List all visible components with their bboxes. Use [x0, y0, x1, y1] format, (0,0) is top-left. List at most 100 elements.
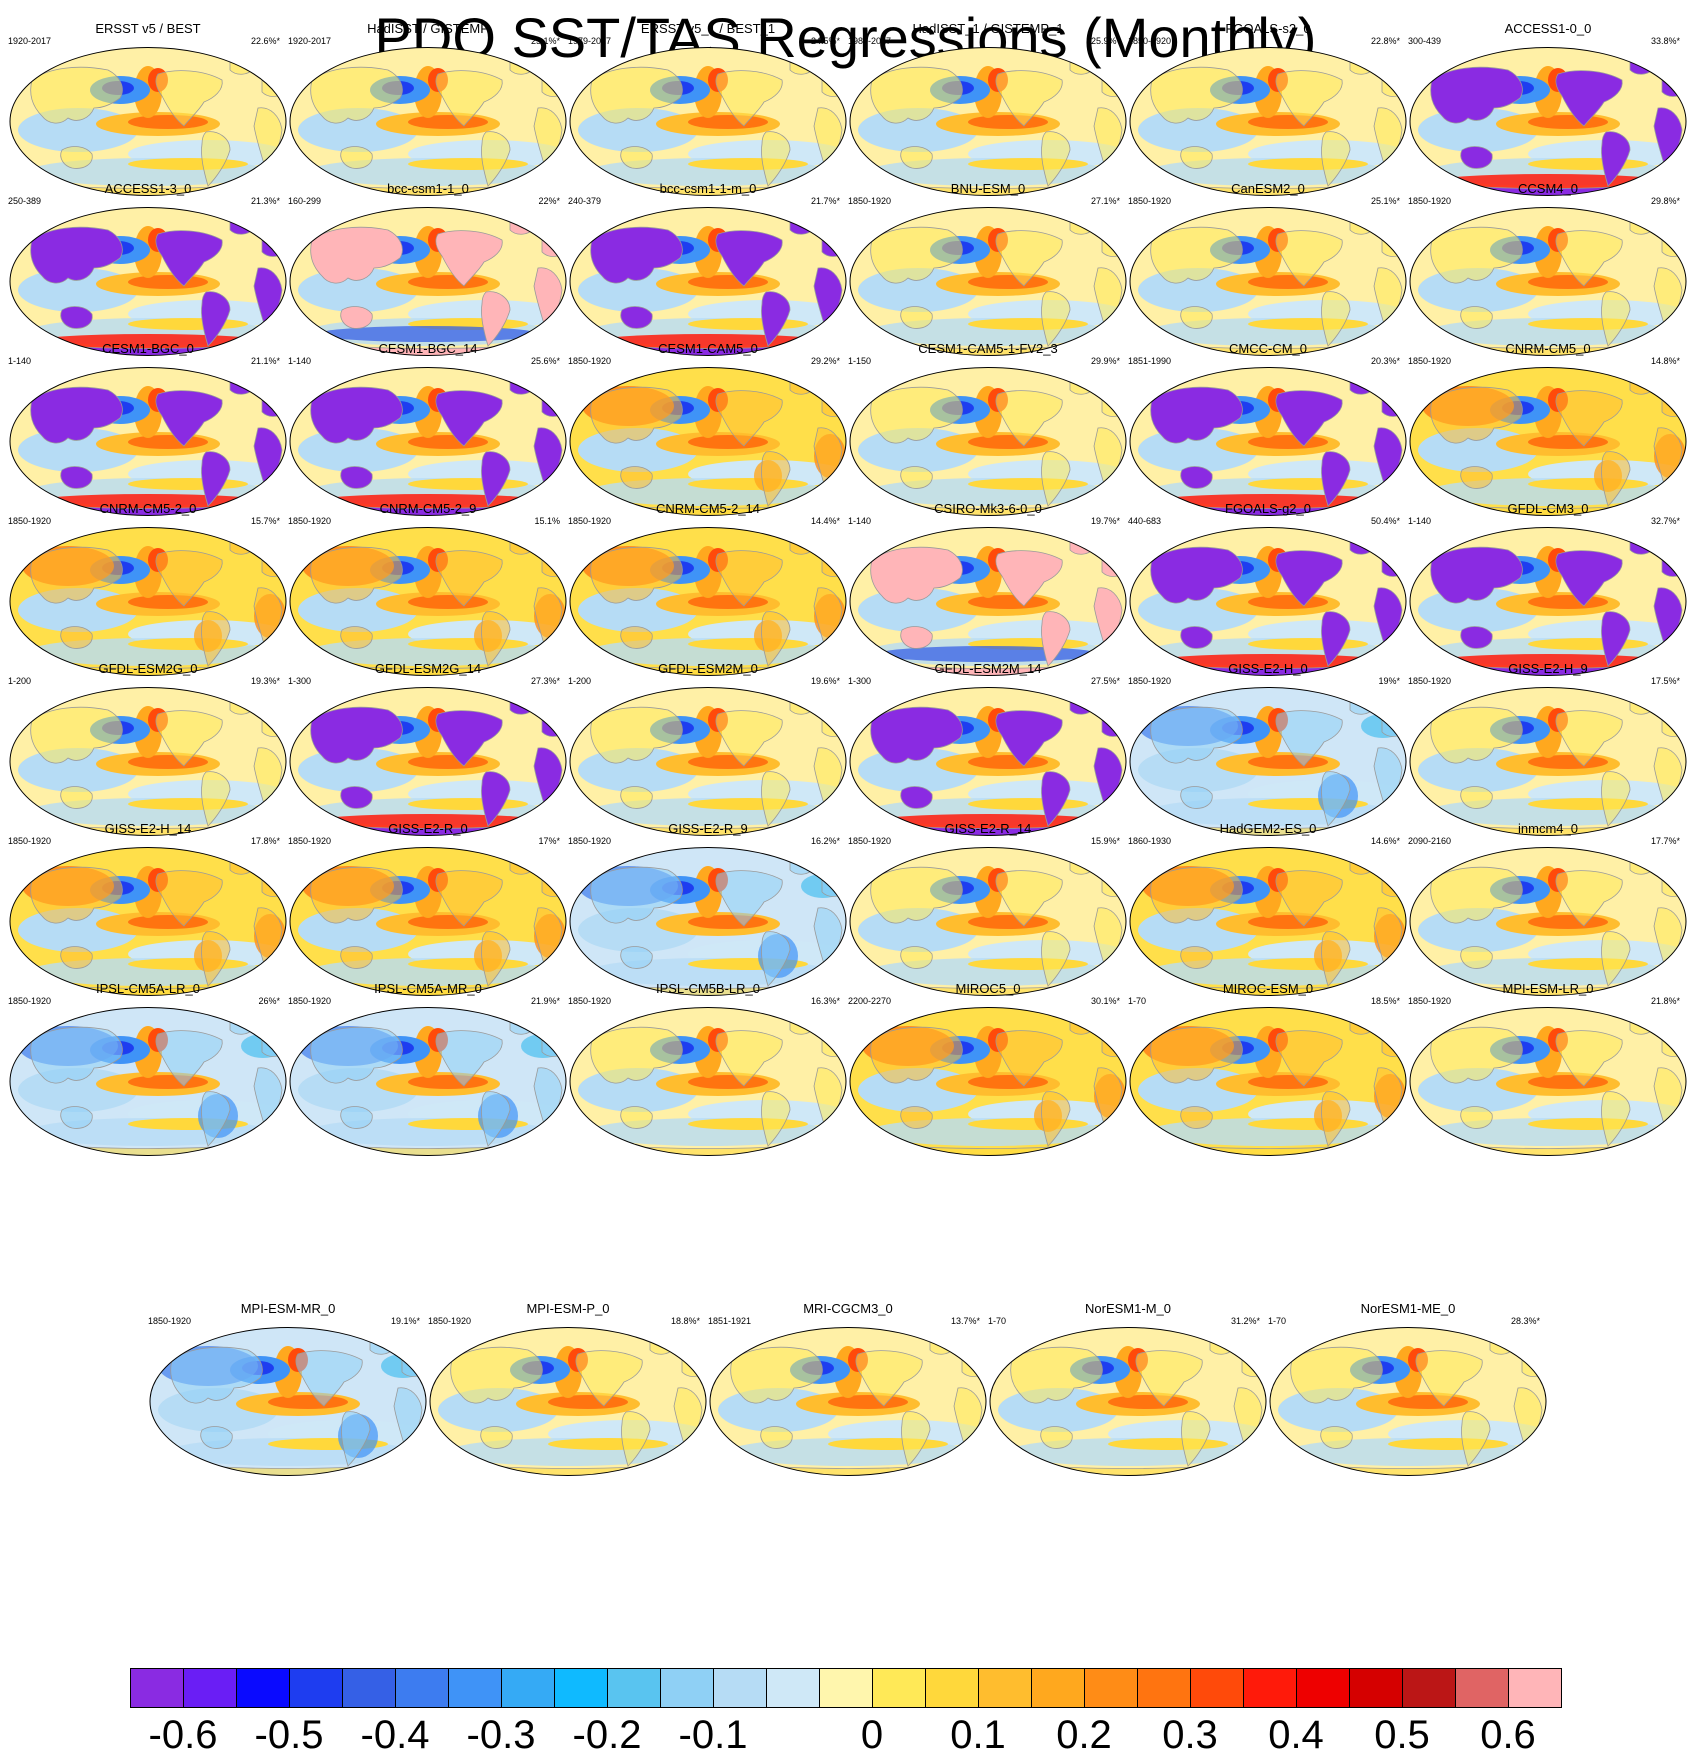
panel-title: GFDL-ESM2G_14 — [374, 661, 482, 676]
map-plot — [429, 1327, 707, 1476]
continent-australia — [60, 306, 93, 329]
continent-asia — [590, 226, 683, 284]
panel-period: 1-140 — [288, 356, 312, 366]
panel-period: 1-300 — [288, 676, 312, 686]
panel-period: 1850-1920 — [568, 516, 612, 526]
map-panel: MPI-ESM-LR_0 1850-1920 21.8%* — [1408, 982, 1688, 1157]
panel-variance-pct: 13.7%* — [950, 1316, 980, 1326]
panel-period: 1979-2017 — [568, 36, 612, 46]
colorbar-swatch — [1296, 1668, 1350, 1708]
map-border — [709, 1327, 987, 1476]
map-border — [849, 207, 1127, 356]
continent-asia — [30, 706, 123, 764]
map-plot — [849, 1007, 1127, 1156]
continent-europe — [1381, 394, 1405, 417]
continent-europe — [1101, 234, 1125, 257]
map-panel: CNRM-CM5-2_14 1850-1920 14.4%* — [568, 502, 848, 677]
continent-europe — [1381, 874, 1405, 897]
continent-samerica — [481, 771, 511, 827]
continent-namerica — [1275, 230, 1343, 287]
map-plot — [289, 847, 567, 996]
anomaly-region — [128, 275, 208, 289]
anomaly-region — [1248, 958, 1368, 970]
continent-asia — [870, 866, 963, 924]
map-plot — [9, 527, 287, 676]
panel-variance-pct: 16.3%* — [810, 996, 840, 1006]
continent-samerica — [201, 611, 231, 667]
continent-samerica — [201, 451, 231, 507]
continent-europe — [1381, 74, 1405, 97]
continent-australia — [620, 1106, 653, 1129]
anomaly-region — [1528, 1118, 1648, 1130]
map-plot — [569, 687, 847, 836]
colorbar-swatch — [1031, 1668, 1085, 1708]
continent-australia — [1320, 1426, 1353, 1449]
continent-asia — [1430, 386, 1523, 444]
map-panel: IPSL-CM5B-LR_0 1850-1920 16.3%* — [568, 982, 848, 1157]
panel-variance-pct: 18.8%* — [670, 1316, 700, 1326]
map-border — [9, 847, 287, 996]
continent-europe — [1101, 554, 1125, 577]
map-panel: FGOALS-g2_0 440-683 50.4%* — [1128, 502, 1408, 677]
panel-title: CNRM-CM5-2_9 — [379, 501, 477, 516]
panel-period: 1920-2017 — [288, 36, 332, 46]
continent-australia — [1180, 1106, 1213, 1129]
map-border — [569, 687, 847, 836]
map-panel: GISS-E2-H_14 1850-1920 17.8%* — [8, 822, 288, 997]
anomaly-region — [968, 958, 1088, 970]
continent-europe — [1661, 554, 1685, 577]
continent-samerica — [761, 611, 791, 667]
continent-australia — [60, 466, 93, 489]
anomaly-region — [688, 275, 768, 289]
anomaly-region — [688, 435, 768, 449]
colorbar-swatch — [342, 1668, 396, 1708]
colorbar-swatch — [1349, 1668, 1403, 1708]
map-plot — [9, 847, 287, 996]
map-plot — [9, 207, 287, 356]
continent-samerica — [201, 1091, 231, 1147]
panel-variance-pct: 50.4%* — [1370, 516, 1400, 526]
anomaly-region — [968, 435, 1048, 449]
continent-namerica — [1275, 870, 1343, 927]
continent-australia — [900, 786, 933, 809]
panel-title: GISS-E2-H_0 — [1228, 661, 1308, 676]
continent-namerica — [995, 70, 1063, 127]
continent-europe — [261, 714, 285, 737]
map-plot — [989, 1327, 1267, 1476]
panel-title: MPI-ESM-MR_0 — [240, 1301, 336, 1316]
panel-variance-pct: 30.1%* — [1090, 996, 1120, 1006]
map-panel: CESM1-CAM5_0 1850-1920 29.2%* — [568, 342, 848, 517]
continent-asia — [590, 706, 683, 764]
continent-asia — [730, 1346, 823, 1404]
map-panel: CNRM-CM5_0 1850-1920 14.8%* — [1408, 342, 1688, 517]
anomaly-region — [1248, 915, 1328, 929]
anomaly-region — [1528, 798, 1648, 810]
map-plot — [1409, 207, 1687, 356]
anomaly-region — [1528, 318, 1648, 330]
colorbar-tick-label: 0.5 — [1374, 1713, 1430, 1757]
continent-namerica — [435, 550, 503, 607]
colorbar-swatch — [554, 1668, 608, 1708]
continent-samerica — [481, 611, 511, 667]
anomaly-region — [968, 1075, 1048, 1089]
panel-title: HadISST_1 / GISTEMP_1 — [912, 21, 1064, 36]
panel-title: ERSST v5_1 / BEST_1 — [640, 21, 776, 36]
continent-australia — [900, 946, 933, 969]
anomaly-region — [688, 755, 768, 769]
continent-australia — [1460, 306, 1493, 329]
anomaly-region — [408, 115, 488, 129]
colorbar — [130, 1668, 1562, 1708]
panel-variance-pct: 17%* — [538, 836, 560, 846]
panel-title: MIROC-ESM_0 — [1222, 981, 1314, 996]
continent-namerica — [295, 1350, 363, 1407]
panel-variance-pct: 27.1%* — [1090, 196, 1120, 206]
continent-asia — [1010, 1346, 1103, 1404]
continent-australia — [900, 626, 933, 649]
continent-namerica — [155, 230, 223, 287]
panel-title: GISS-E2-H_14 — [104, 821, 192, 836]
continent-europe — [1661, 74, 1685, 97]
continent-samerica — [761, 451, 791, 507]
continent-europe — [1661, 234, 1685, 257]
colorbar-swatch — [1402, 1668, 1456, 1708]
continent-samerica — [1321, 931, 1351, 987]
